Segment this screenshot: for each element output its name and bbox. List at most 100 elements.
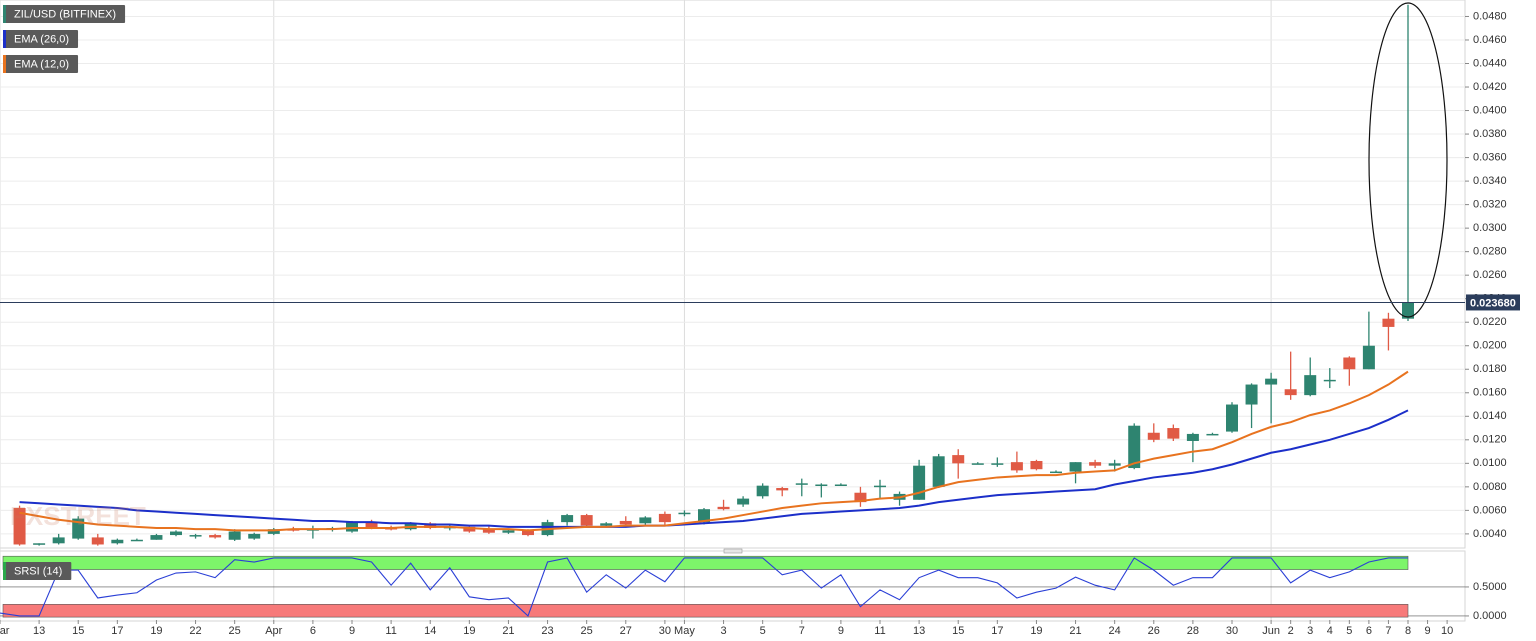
candle-body <box>228 531 241 540</box>
line-series <box>19 370 1409 532</box>
candle-body <box>658 513 671 523</box>
y-tick-label: 0.0340 <box>1473 175 1507 187</box>
x-tick-label: 7 <box>1385 625 1391 637</box>
y-tick-label: 0.0160 <box>1473 387 1507 399</box>
x-tick-label: 30 <box>1226 625 1238 637</box>
candle-body <box>248 533 261 539</box>
candle-body <box>1226 404 1238 432</box>
watermark: FXSTREET <box>10 501 146 531</box>
x-tick-label: 11 <box>385 625 396 637</box>
legend-box <box>3 5 126 23</box>
x-tick-label: Apr <box>265 625 282 637</box>
legend-swatch <box>3 562 6 580</box>
x-tick-label: 11 <box>874 625 885 637</box>
x-tick-label: 15 <box>72 625 84 637</box>
x-tick-label: 9 <box>1424 625 1430 637</box>
x-tick-label: 21 <box>502 625 514 637</box>
candle-body <box>600 523 613 526</box>
candle-body <box>150 535 163 540</box>
candle-body <box>1069 462 1082 472</box>
candle-body <box>1206 433 1219 436</box>
candle-body <box>952 455 965 464</box>
x-tick-label: 5 <box>760 625 766 637</box>
x-tick-label: Mar <box>0 625 10 637</box>
y-tick-label: 0.0480 <box>1473 10 1507 22</box>
candle-body <box>991 463 1004 465</box>
grid-layer <box>0 0 1465 620</box>
x-tick-label: 5 <box>1346 625 1352 637</box>
srsi-band <box>2 604 1409 618</box>
candle-body <box>482 529 495 533</box>
candle-body <box>13 508 26 545</box>
candle-body <box>874 485 886 488</box>
candle-body <box>639 517 652 524</box>
candle-body <box>854 492 867 503</box>
candle-body <box>1284 389 1297 396</box>
candle-body <box>424 523 437 529</box>
y-tick-label: 0.0260 <box>1473 269 1507 281</box>
y-tick-label: 0.0320 <box>1473 199 1507 211</box>
x-tick-label: 19 <box>463 625 475 637</box>
y-tick-label: 0.0120 <box>1473 434 1507 446</box>
legend-label: SRSI (14) <box>14 565 62 577</box>
candle-body <box>1128 425 1141 469</box>
y-tick-label: 0.0280 <box>1473 246 1507 258</box>
y-tick-label: 0.0460 <box>1473 34 1507 46</box>
x-tick-label: 26 <box>1148 625 1160 637</box>
candle-body <box>1010 462 1023 471</box>
x-tick-label: 2 <box>1288 625 1294 637</box>
x-tick-label: 14 <box>424 625 436 637</box>
legend-swatch <box>3 30 6 48</box>
candle-body <box>1343 357 1356 370</box>
y-tick-label: 0.0380 <box>1473 128 1507 140</box>
legend-label: EMA (12,0) <box>14 58 69 70</box>
legend-box <box>3 30 79 48</box>
candle-body <box>463 526 476 532</box>
candle-body <box>52 537 65 544</box>
x-tick-label: 6 <box>1366 625 1372 637</box>
candle-body <box>1167 428 1180 439</box>
candle-body <box>971 463 984 465</box>
x-tick-label: 6 <box>310 625 316 637</box>
y-tick-label: 0.0440 <box>1473 57 1507 69</box>
y-tick-label: 0.0360 <box>1473 151 1507 163</box>
candle-body <box>189 535 202 537</box>
candle-body <box>678 512 691 515</box>
x-tick-label: 3 <box>720 625 726 637</box>
y-tick-label: 0.0040 <box>1473 528 1507 540</box>
y-tick-label: 0.0300 <box>1473 222 1507 234</box>
candle-body <box>1323 379 1336 382</box>
candle-body <box>365 522 378 529</box>
candle-body <box>72 518 85 539</box>
legend-box <box>3 562 72 580</box>
candle-body <box>580 515 593 526</box>
y-tick-label: 0.0000 <box>1473 610 1507 622</box>
candle-body <box>346 522 358 532</box>
candle-body <box>737 498 750 505</box>
candle-body <box>1245 384 1258 405</box>
candle-body <box>111 539 124 544</box>
x-tick-label: 9 <box>838 625 844 637</box>
x-tick-label: May <box>674 625 695 637</box>
candle-body <box>1382 318 1395 327</box>
y-tick-label: 0.0060 <box>1473 504 1507 516</box>
candle-body <box>1089 462 1102 466</box>
x-tick-label: 4 <box>1327 625 1333 637</box>
label-layer: 0.0040 0.0060 0.0080 0.0100 0.0120 0.0140 0.01… <box>0 5 1520 637</box>
pane-resize-handle[interactable] <box>723 548 743 554</box>
x-tick-label: 21 <box>1069 625 1081 637</box>
candle-body <box>130 539 143 542</box>
x-tick-label: 24 <box>1109 625 1121 637</box>
legend-box <box>3 55 79 73</box>
y-tick-label: 0.0180 <box>1473 363 1507 375</box>
x-tick-label: Jun <box>1262 625 1280 637</box>
legend-swatch <box>3 5 6 23</box>
x-tick-label: 8 <box>1405 625 1411 637</box>
last-price-label: 0.023680 <box>1470 297 1516 309</box>
candle-body <box>209 535 222 538</box>
x-tick-label: 3 <box>1307 625 1313 637</box>
candle-body <box>561 515 574 523</box>
y-tick-label: 0.0100 <box>1473 457 1507 469</box>
candle-body <box>717 506 730 510</box>
